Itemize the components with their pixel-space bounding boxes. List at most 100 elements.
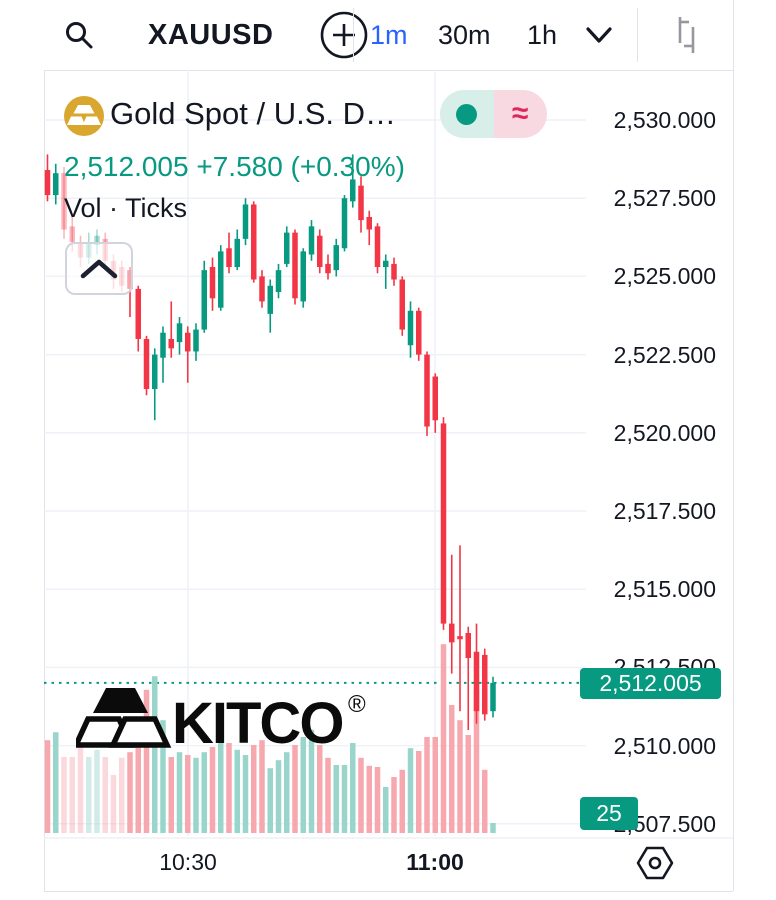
market-status-pill[interactable]: ≈	[440, 90, 547, 138]
candle-body	[259, 276, 265, 302]
candle-body	[308, 226, 315, 255]
candle-body	[44, 170, 51, 196]
symbol-name[interactable]: XAUUSD	[148, 18, 274, 51]
chart-style-button[interactable]	[666, 0, 706, 70]
symbol-search-button[interactable]	[64, 0, 94, 70]
price-axis-label: 2,517.500	[613, 498, 716, 524]
volume-bar	[234, 749, 240, 833]
volume-bar	[308, 729, 315, 833]
volume-bar	[383, 787, 389, 833]
volume-bar	[193, 757, 199, 833]
volume-axis-badge: 25	[580, 797, 638, 830]
price-chart-canvas[interactable]	[44, 70, 733, 891]
candle-body	[424, 354, 430, 427]
toolbar: XAUUSD 1m 30m 1h	[44, 0, 733, 70]
volume-bar	[53, 732, 59, 833]
candle-body	[61, 173, 67, 230]
candle-body	[69, 226, 75, 242]
chevron-up-icon	[80, 259, 118, 278]
candle-body	[366, 216, 372, 230]
volume-bar	[259, 740, 265, 833]
volume-bar	[449, 705, 455, 833]
timeframe-30m[interactable]: 30m	[438, 19, 491, 50]
collapse-legend-button[interactable]	[65, 242, 133, 295]
candle-body	[325, 263, 331, 274]
candle-body	[267, 285, 273, 314]
axis-settings-button[interactable]	[634, 844, 676, 882]
time-axis-label: 11:00	[406, 849, 464, 875]
toolbar-divider	[44, 70, 733, 71]
volume-bar	[358, 757, 364, 833]
candle-body	[218, 251, 224, 308]
volume-bar	[325, 757, 331, 833]
volume-bar	[110, 775, 117, 833]
volume-bar	[457, 720, 463, 833]
volume-bar	[119, 757, 125, 833]
volume-bar	[432, 737, 438, 833]
volume-bar	[69, 757, 75, 833]
volume-bar	[333, 765, 339, 833]
volume-bar	[440, 644, 447, 833]
right-border	[733, 0, 734, 891]
gold-symbol-icon	[64, 96, 104, 136]
candle-body	[341, 198, 348, 249]
volume-bar	[399, 769, 405, 833]
candle-body	[383, 260, 389, 268]
indicator-label[interactable]: Vol · Ticks	[64, 193, 188, 223]
volume-bar	[218, 735, 224, 833]
instrument-title[interactable]: Gold Spot / U.S. D…	[110, 96, 396, 131]
volume-bar	[292, 745, 298, 833]
volume-bar	[185, 755, 191, 833]
timeframe-1m[interactable]: 1m	[370, 19, 408, 50]
price-axis-label: 2,510.000	[613, 732, 716, 759]
volume-bar	[94, 749, 100, 833]
candle-body	[152, 354, 158, 390]
price-axis-label: 2,530.000	[613, 107, 716, 133]
price-axis-label: 2,525.000	[613, 263, 716, 290]
status-approx-half: ≈	[493, 90, 547, 138]
volume-bar	[366, 765, 372, 833]
volume-bar	[374, 767, 381, 833]
hexagon-icon	[636, 846, 674, 880]
volume-bar	[267, 768, 273, 833]
volume-bar	[350, 743, 356, 833]
candle-body	[416, 310, 422, 355]
price-axis-label: 2,527.500	[613, 185, 716, 212]
candle-body	[251, 204, 257, 280]
volume-bar	[317, 745, 323, 833]
candle-body	[275, 270, 282, 293]
toolbar-separator-2	[637, 8, 638, 62]
candle-body	[374, 226, 381, 268]
candles-style-icon	[678, 17, 695, 53]
volume-bar	[201, 752, 207, 833]
candle-body	[440, 423, 447, 624]
price-axis-label: 2,520.000	[613, 419, 716, 446]
search-icon	[66, 22, 93, 49]
candle-body	[284, 232, 290, 264]
candle-body	[226, 248, 232, 268]
candle-body	[490, 682, 496, 712]
price-axis-label: 2,522.500	[613, 341, 716, 368]
kitco-text: KITCO	[172, 691, 342, 750]
candle-body	[350, 179, 356, 202]
volume-bar	[465, 735, 471, 833]
candle-body	[168, 338, 174, 349]
status-open-half	[440, 90, 494, 138]
approx-icon: ≈	[512, 97, 529, 130]
volume-bar	[300, 737, 306, 833]
candle-body	[143, 338, 150, 390]
toolbar-separator	[353, 8, 354, 62]
market-open-dot-icon	[456, 103, 478, 125]
candle-body	[358, 185, 364, 221]
timeframe-1h[interactable]: 1h	[527, 19, 558, 50]
add-symbol-button[interactable]	[320, 0, 368, 70]
candle-body	[234, 238, 240, 268]
volume-bar	[391, 777, 397, 833]
volume-bar	[424, 737, 430, 833]
volume-bar	[275, 760, 282, 833]
timeframe-menu-button[interactable]	[585, 0, 613, 70]
volume-bar	[242, 755, 249, 833]
candle-body	[94, 235, 100, 246]
candle-body	[407, 310, 414, 346]
